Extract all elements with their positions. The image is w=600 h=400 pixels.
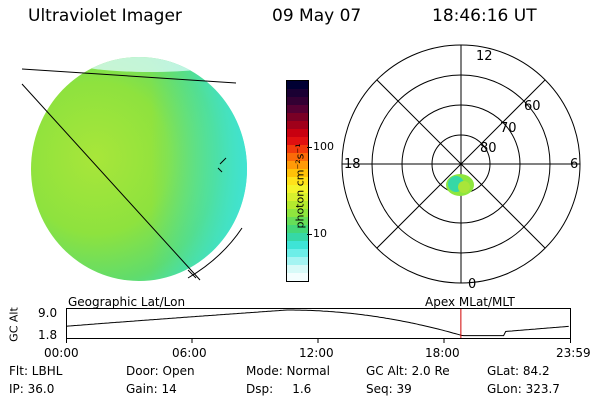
info-seq: Seq: 39 [366,382,412,396]
colorbar-band [287,89,308,97]
x-tick-0600: 06:00 [172,346,207,360]
colorbar-band [287,169,308,177]
colorbar-band [287,233,308,241]
x-tick-1200: 12:00 [299,346,334,360]
info-flt: Flt: LBHL [9,364,63,378]
colorbar-band [287,225,308,233]
lat-label-80: 80 [480,141,497,156]
info-gc-alt: GC Alt: 2.0 Re [366,364,450,378]
x-tick-0000: 00:00 [44,346,79,360]
gc-alt-curve [66,309,569,337]
colorbar-band [287,249,308,257]
colorbar-band [287,185,308,193]
meridian-line [21,83,201,281]
x-tick-1800: 18:00 [425,346,460,360]
gc-alt-timeline [66,308,571,343]
colorbar-band [287,129,308,137]
colorbar-band [287,217,308,225]
y-tick-min: 1.8 [38,328,58,342]
colorbar-band [287,257,308,265]
colorbar-band [287,241,308,249]
y-tick-max: 9.0 [38,306,58,320]
info-ip: IP: 36.0 [9,382,55,396]
mlt-label-12: 12 [476,49,493,64]
colorbar-band [287,145,308,153]
colorbar-band [287,161,308,169]
date-label: 09 May 07 [272,6,362,26]
colorbar-band [287,137,308,145]
mlt-label-18: 18 [344,157,361,172]
auroral-patch [446,174,474,196]
colorbar-band [287,265,308,273]
colorbar-band [287,113,308,121]
colorbar-band [287,105,308,113]
colorbar-band [287,121,308,129]
colorbar-band [287,193,308,201]
info-dsp: Dsp: 1.6 [246,382,312,396]
info-glon: GLon: 323.7 [487,382,560,396]
lat-label-70: 70 [500,121,517,136]
colorbar-band [287,201,308,209]
limb-arc [187,227,243,279]
mlt-label-0: 0 [468,277,476,292]
lat-label-60: 60 [524,99,541,114]
colorbar-band [287,81,308,89]
colorbar-band [287,177,308,185]
colorbar-tick-100: 100 [313,140,334,153]
colorbar-band [287,153,308,161]
terminator-line [21,68,237,84]
timeline-right-title: Apex MLat/MLT [425,295,515,309]
colorbar [286,80,309,282]
info-gain: Gain: 14 [126,382,177,396]
polar-plot: 12 18 6 0 80 70 60 [341,44,581,292]
colorbar-band [287,209,308,217]
colorbar-unit-label: photon cm⁻²s⁻¹ [293,143,307,229]
timeline-left-title: Geographic Lat/Lon [68,295,186,309]
colorbar-tick-10: 10 [313,227,327,240]
info-mode: Mode: Normal [246,364,330,378]
colorbar-band [287,97,308,105]
x-tick-2359: 23:59 [556,346,591,360]
uv-earth-image [21,57,247,281]
instrument-title: Ultraviolet Imager [28,6,182,26]
colorbar-band [287,273,308,281]
gc-alt-axis-label: GC Alt [7,307,21,342]
timeline-frame [66,308,571,339]
info-glat: GLat: 84.2 [487,364,550,378]
mlt-label-6: 6 [570,157,578,172]
info-door: Door: Open [126,364,195,378]
time-label: 18:46:16 UT [432,6,537,26]
